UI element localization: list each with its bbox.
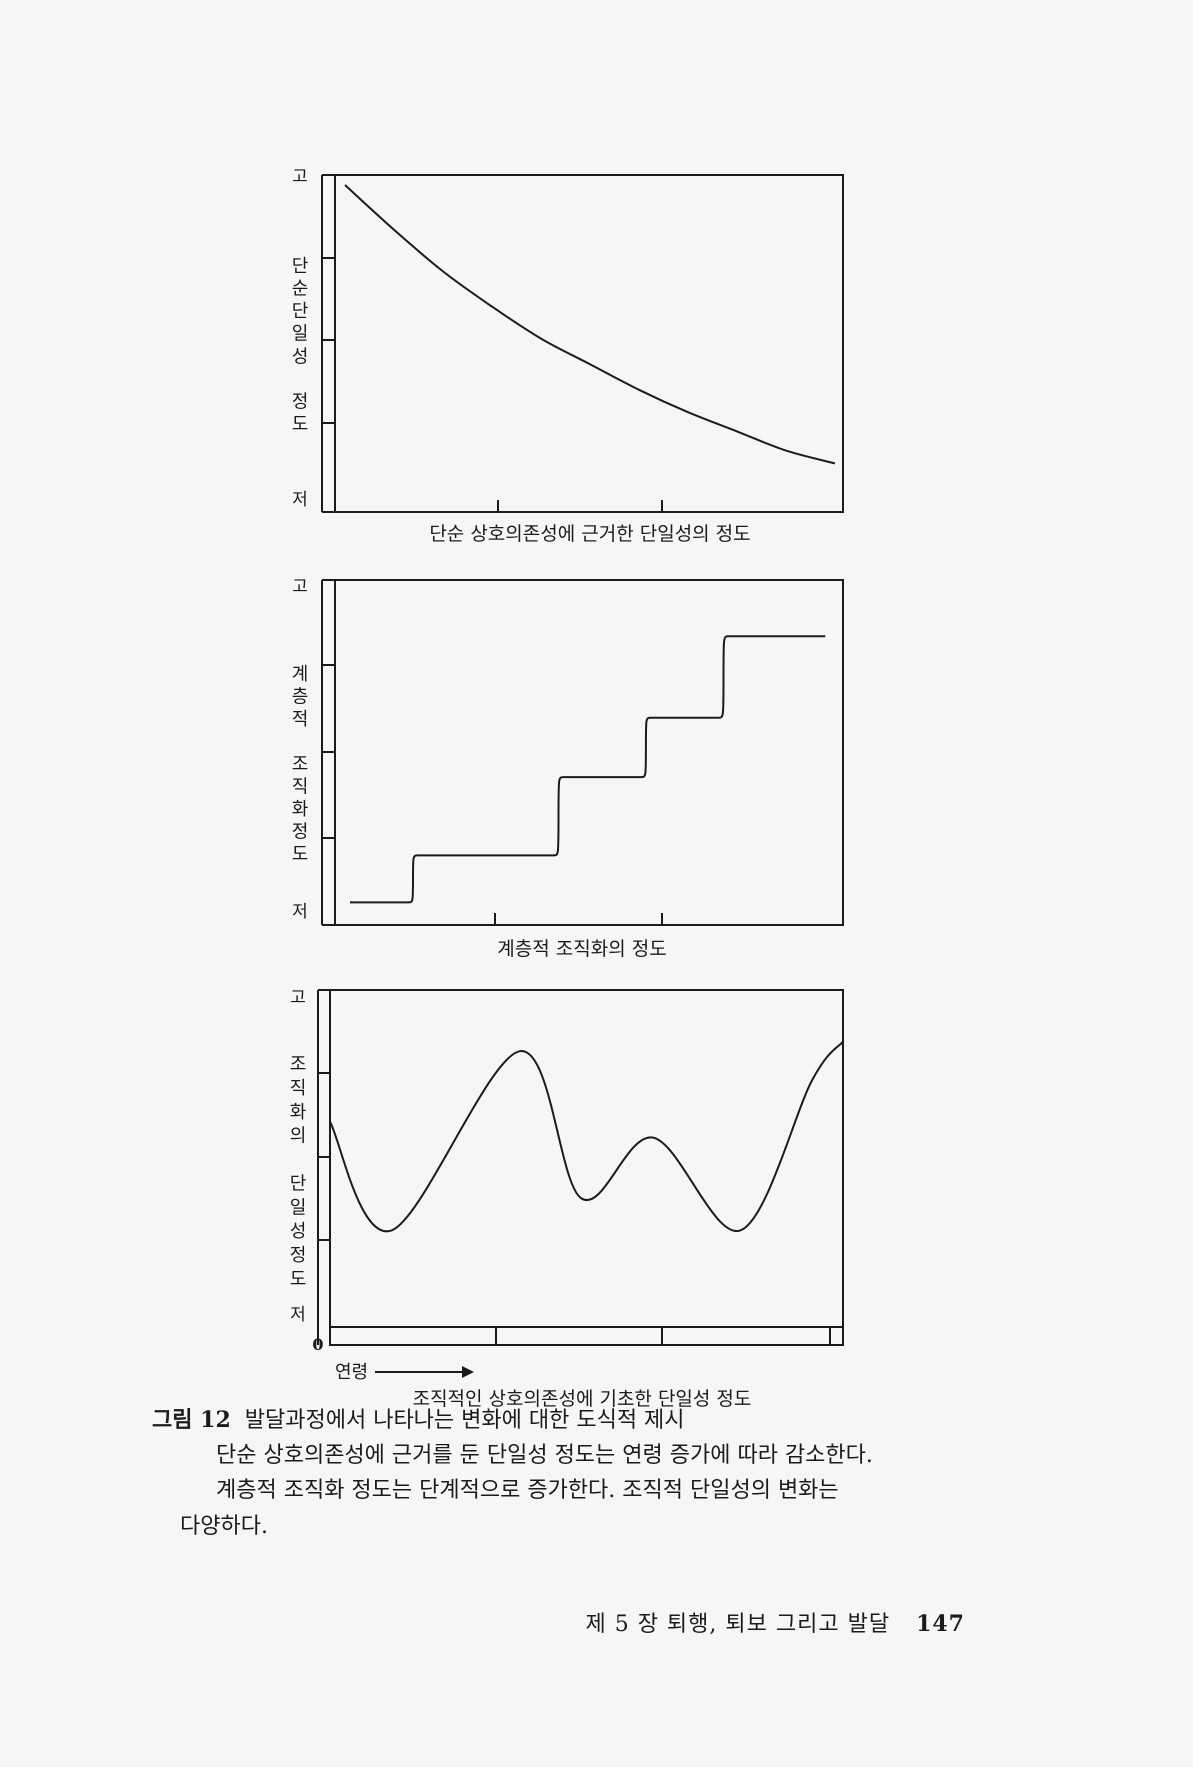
panel-1-y-top: 고: [292, 167, 308, 187]
panel-2-x-label: 계층적 조직화의 정도: [497, 938, 666, 960]
y-label-glyph: 층: [292, 687, 309, 708]
y-label-glyph: 일: [292, 324, 309, 345]
y-label-glyph: 정: [292, 822, 309, 843]
panel-1-x-label: 단순 상호의존성에 근거한 단일성의 정도: [429, 523, 750, 545]
page-footer: 제 5 장 퇴행, 퇴보 그리고 발달 147: [585, 1606, 965, 1638]
y-label-glyph: 의: [290, 1126, 307, 1147]
figure-number: 그림 12: [152, 1407, 231, 1433]
y-label-glyph: 도: [292, 414, 309, 435]
caption-line-2: 계층적 조직화 정도는 단계적으로 증가한다. 조직적 단일성의 변화는: [216, 1478, 839, 1504]
panel-3-y-top: 고: [290, 988, 306, 1008]
y-label-glyph: 계: [292, 664, 309, 685]
panel-2-curve: [350, 635, 826, 904]
figure-title: 발달과정에서 나타나는 변화에 대한 도식적 제시: [244, 1408, 685, 1433]
panel-3-age-bar: [329, 1326, 844, 1346]
caption-line-1: 단순 상호의존성에 근거를 둔 단일성 정도는 연령 증가에 따라 감소한다.: [216, 1443, 873, 1469]
y-label-glyph: 조: [290, 1054, 307, 1075]
y-label-glyph: 일: [290, 1197, 307, 1218]
panel-2-y-top: 고: [292, 577, 308, 597]
figure-caption: 그림 12 발달과정에서 나타나는 변화에 대한 도식적 제시 단순 상호의존성에…: [152, 1403, 1032, 1544]
y-label-glyph: 정: [290, 1245, 307, 1266]
page-number: 147: [916, 1611, 965, 1637]
panel-1-plot-frame: [334, 174, 844, 513]
y-label-glyph: 화: [292, 799, 309, 820]
y-label-glyph: 단: [290, 1173, 307, 1194]
y-label-glyph: 화: [290, 1102, 307, 1123]
y-label-glyph: 단: [292, 301, 309, 322]
y-label-glyph: 단: [292, 256, 309, 277]
y-label-glyph: 도: [292, 844, 309, 865]
panel-3-origin-label: 0: [312, 1335, 323, 1354]
panel-3-curve: [329, 1040, 844, 1233]
panel-3-plot-frame: [329, 989, 844, 1328]
panel-1-y-bottom: 저: [292, 490, 308, 510]
y-label-glyph: 적: [292, 709, 309, 730]
panel-1-curve: [344, 184, 836, 465]
y-label-glyph: 조: [292, 754, 309, 775]
y-label-glyph: 성: [292, 346, 309, 367]
caption-heading: 그림 12 발달과정에서 나타나는 변화에 대한 도식적 제시: [152, 1403, 1032, 1438]
arrowhead-icon: [462, 1366, 474, 1378]
running-head: 제 5 장 퇴행, 퇴보 그리고 발달: [585, 1612, 891, 1637]
panel-3-age-label: 연령: [335, 1362, 368, 1383]
panel-3-x-label: 조직적인 상호의존성에 기초한 단일성 정도: [413, 1388, 752, 1410]
y-label-glyph: 직: [292, 777, 309, 798]
y-label-glyph: 도: [290, 1269, 307, 1290]
y-label-glyph: 직: [290, 1078, 307, 1099]
panel-2-y-bottom: 저: [292, 902, 308, 922]
y-label-glyph: 성: [290, 1221, 307, 1242]
panel-2-plot-frame: [334, 579, 844, 926]
y-label-glyph: 정: [292, 391, 309, 412]
y-label-glyph: 순: [292, 279, 309, 300]
caption-line-3: 다양하다.: [180, 1513, 268, 1539]
panel-3-y-bottom: 저: [290, 1305, 306, 1325]
